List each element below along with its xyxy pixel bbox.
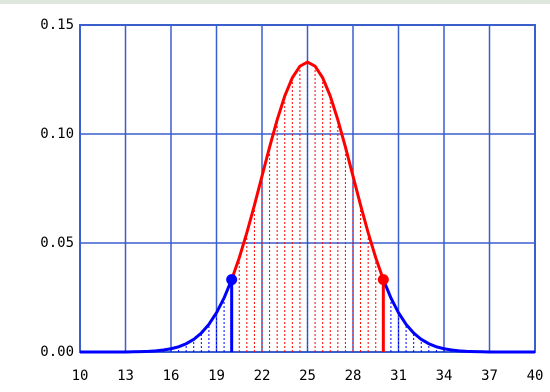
- x-tick-label: 10: [72, 368, 89, 384]
- curve: [381, 279, 535, 354]
- x-tick-label: 19: [208, 368, 225, 384]
- x-tick-label: 37: [481, 368, 498, 384]
- x-tick-label: 28: [345, 368, 362, 384]
- x-tick-label: 16: [163, 368, 180, 384]
- boundary-marker: [377, 274, 389, 286]
- x-tick-label: 22: [254, 368, 271, 384]
- curve: [80, 279, 234, 354]
- x-tick-label: 31: [390, 368, 407, 384]
- y-tick-label: 0.10: [40, 126, 74, 142]
- y-tick-label: 0.15: [40, 17, 74, 33]
- boundary-marker: [226, 274, 238, 286]
- top-strip: [0, 0, 550, 4]
- x-tick-label: 13: [117, 368, 134, 384]
- x-tick-label: 40: [527, 368, 544, 384]
- x-tick-label: 34: [436, 368, 453, 384]
- x-tick-label: 25: [299, 368, 316, 384]
- curve: [230, 60, 385, 281]
- y-tick-label: 0.00: [40, 344, 74, 360]
- y-tick-label: 0.05: [40, 235, 74, 251]
